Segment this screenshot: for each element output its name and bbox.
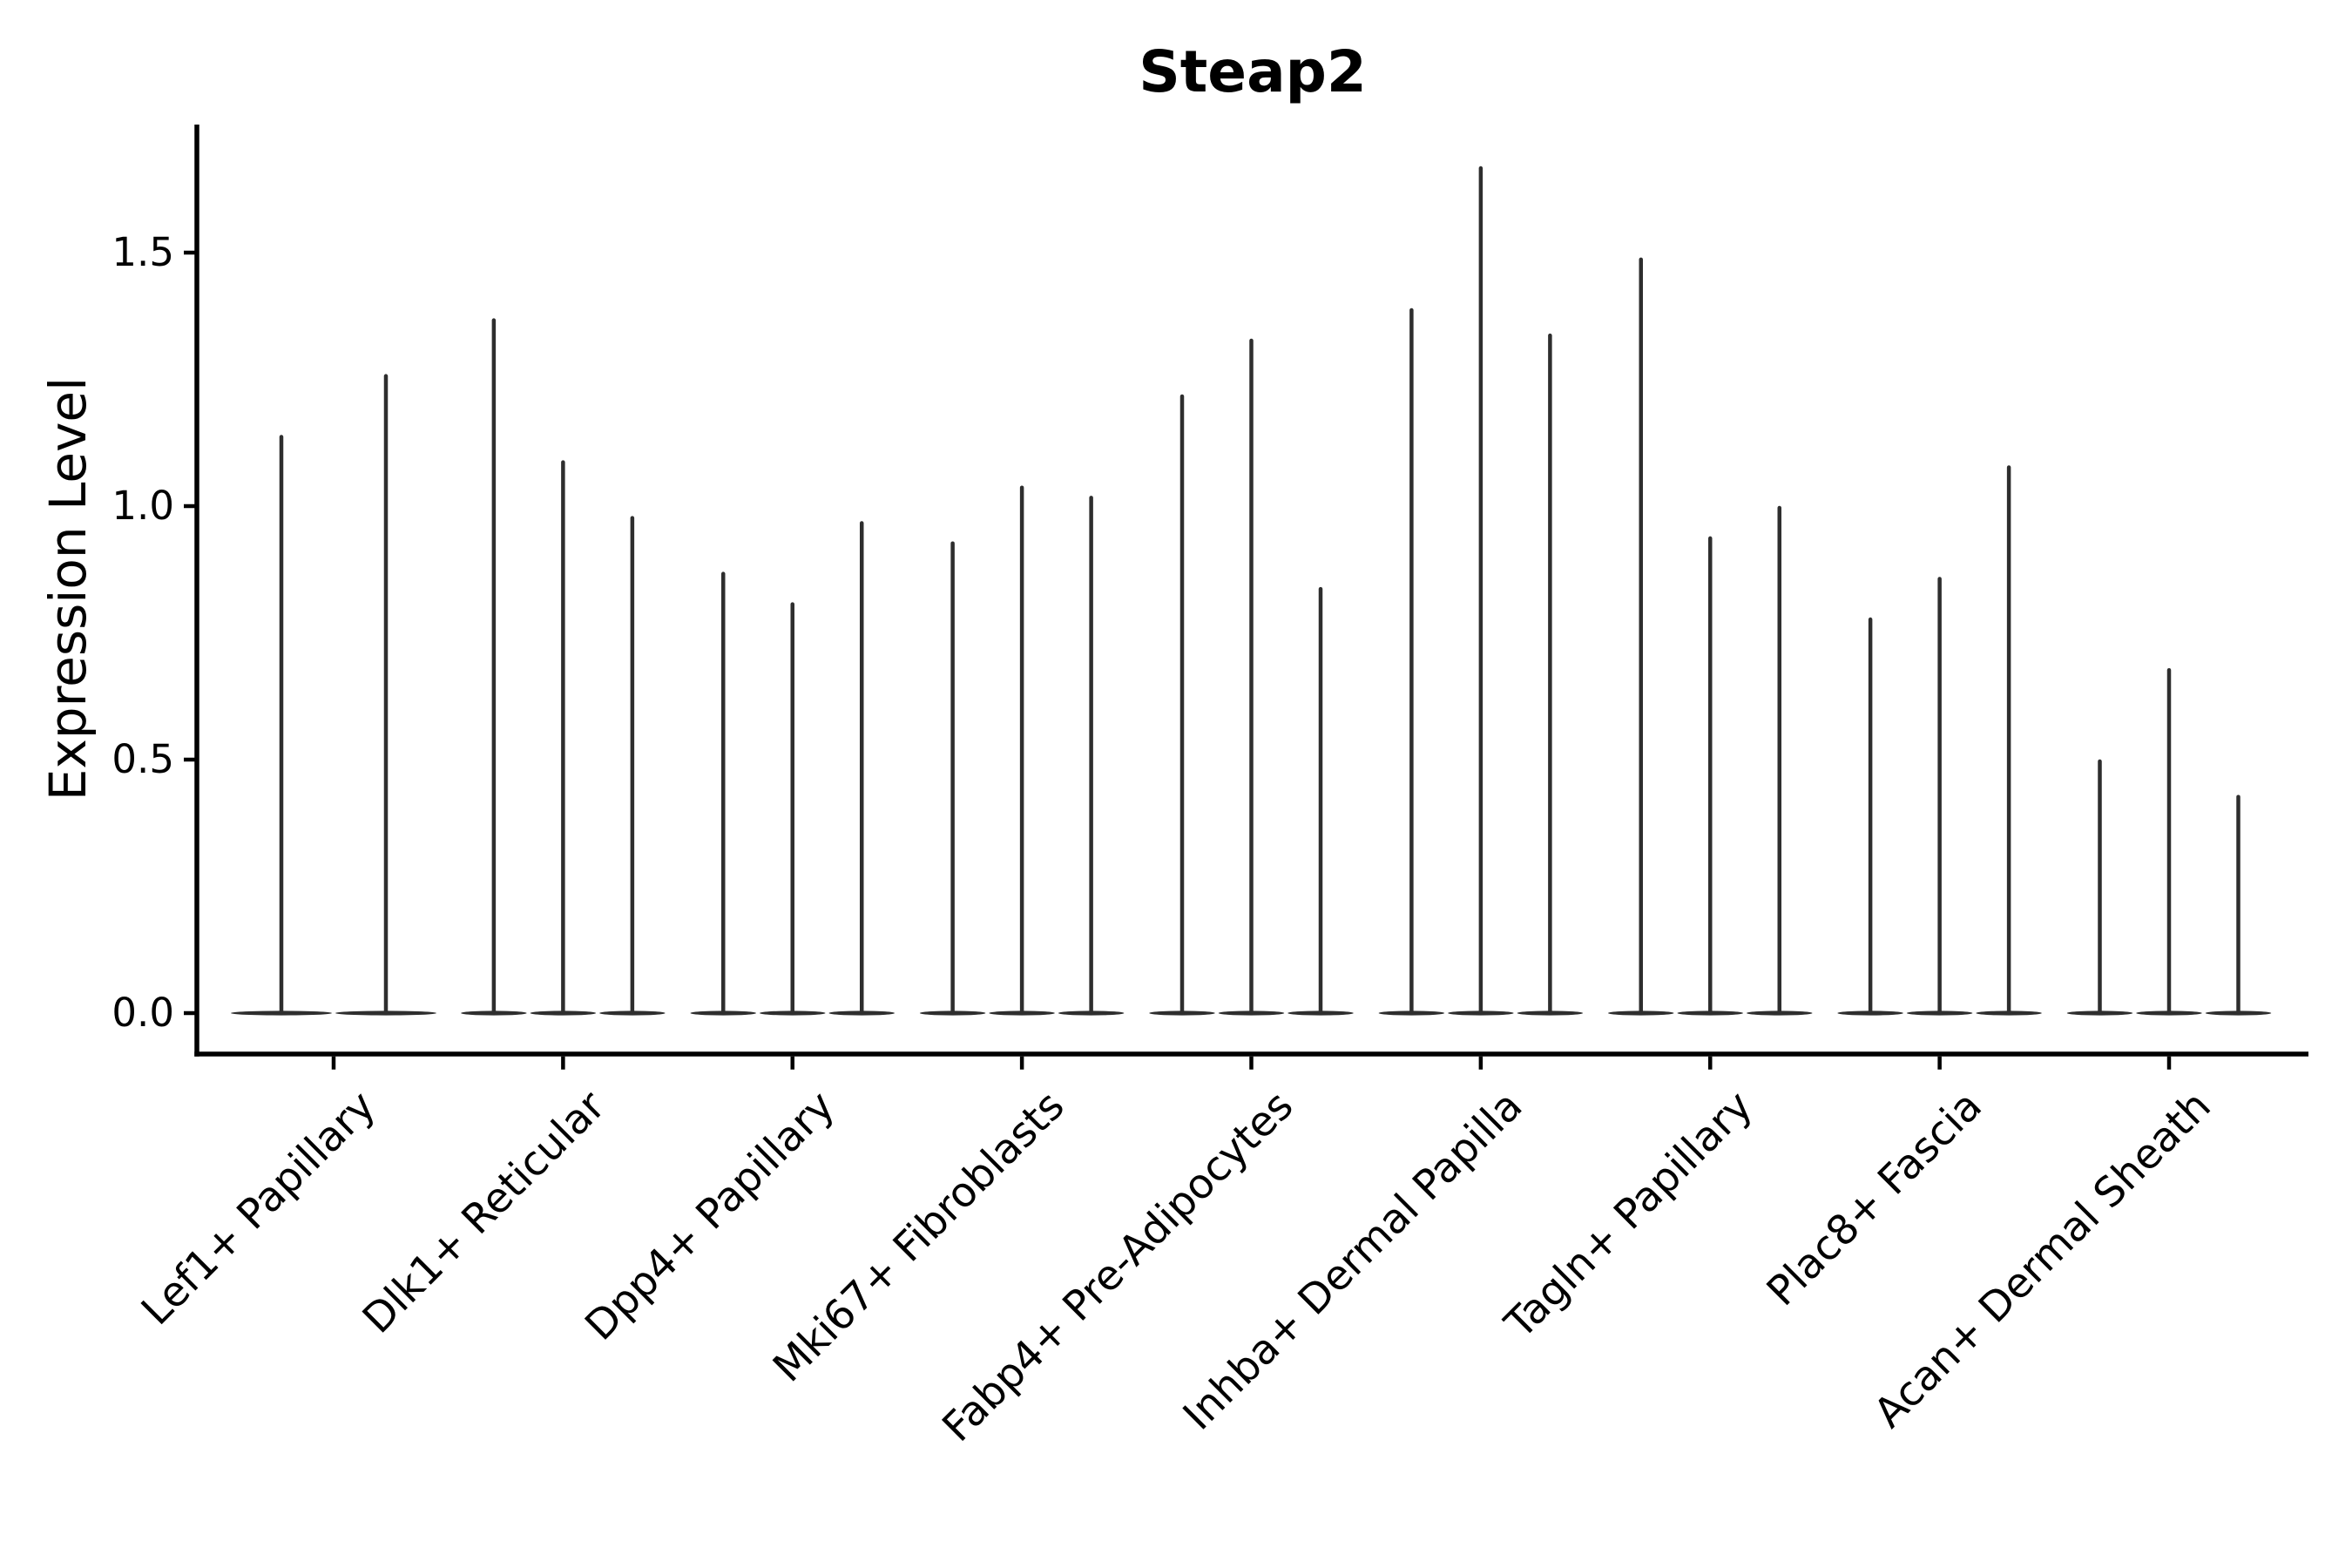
chart-title: Steap2: [1139, 38, 1367, 105]
y-axis-title: Expression Level: [38, 376, 98, 801]
y-tick-label: 1.5: [112, 229, 174, 275]
y-tick-label: 0.0: [112, 990, 174, 1036]
y-tick-label: 1.0: [112, 483, 174, 529]
y-tick-label: 0.5: [112, 736, 174, 782]
